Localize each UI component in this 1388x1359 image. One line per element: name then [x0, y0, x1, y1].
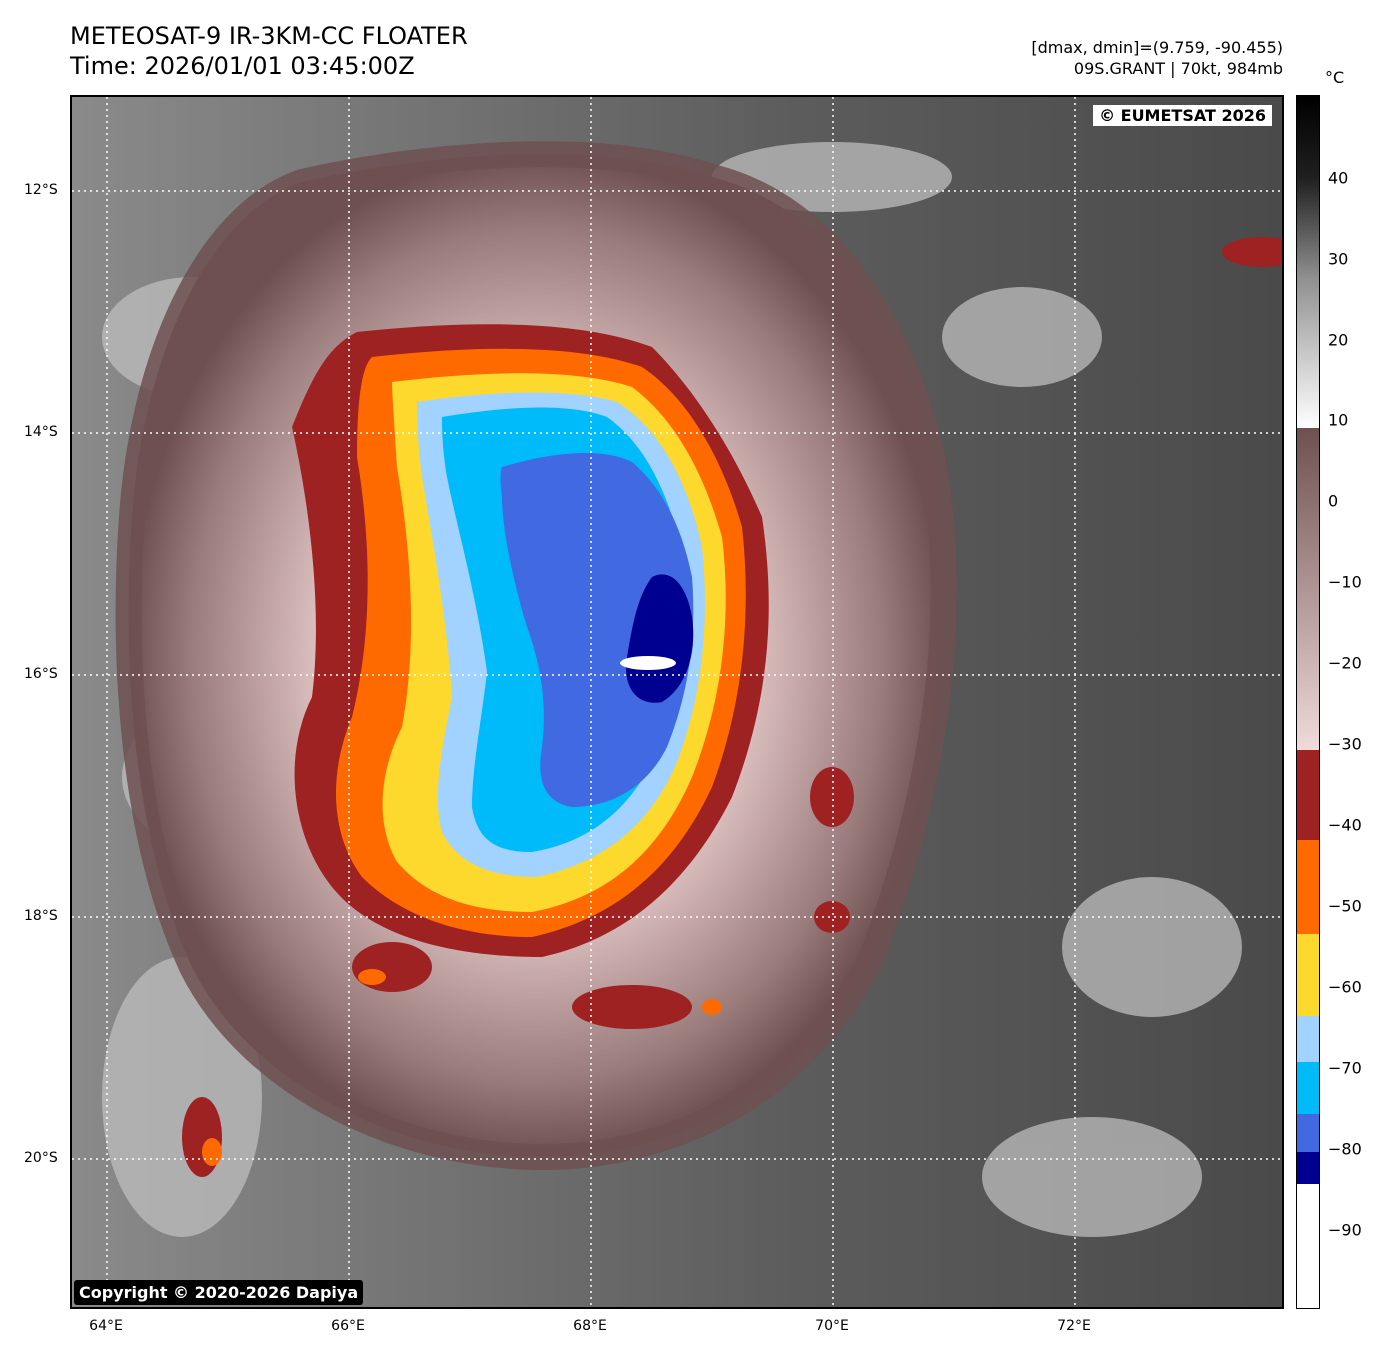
eumetsat-credit: © EUMETSAT 2026 — [1093, 105, 1272, 126]
data-range-label: [dmax, dmin]=(9.759, -90.455) — [1031, 38, 1283, 57]
lat-label: 20°S — [24, 1150, 58, 1166]
lon-label: 72°E — [1057, 1318, 1091, 1334]
colorbar-tick: −90 — [1328, 1220, 1362, 1240]
band-navy — [626, 574, 694, 703]
lat-label: 12°S — [24, 182, 58, 198]
colorbar-tick: 20 — [1328, 330, 1349, 350]
colorbar-tick: −70 — [1328, 1058, 1362, 1078]
storm-info-label: 09S.GRANT | 70kt, 984mb — [1073, 59, 1283, 78]
colorbar-tick: −50 — [1328, 896, 1362, 916]
lat-label: 18°S — [24, 908, 58, 924]
colorbar-tick: −60 — [1328, 977, 1362, 997]
colorbar-tick: 40 — [1328, 168, 1349, 188]
scattered-cells — [182, 237, 1282, 1177]
lon-label: 68°E — [573, 1318, 607, 1334]
colorbar-tick: −30 — [1328, 734, 1362, 754]
lon-label: 64°E — [89, 1318, 123, 1334]
image-title: METEOSAT-9 IR-3KM-CC FLOATER — [70, 22, 468, 50]
colorbar-tick: −40 — [1328, 815, 1362, 835]
satellite-map: © EUMETSAT 2026 Copyright © 2020-2026 Da… — [70, 95, 1284, 1309]
lat-label: 14°S — [24, 424, 58, 440]
lon-label: 70°E — [815, 1318, 849, 1334]
eye-white — [620, 656, 676, 670]
colorbar-tick: −20 — [1328, 653, 1362, 673]
band-royal-blue — [500, 452, 694, 807]
lat-label: 16°S — [24, 666, 58, 682]
image-time: Time: 2026/01/01 03:45:00Z — [70, 52, 415, 80]
lon-label: 66°E — [331, 1318, 365, 1334]
colorbar-tick: 10 — [1328, 410, 1349, 430]
brown-rim — [115, 141, 957, 1171]
dapiya-credit: Copyright © 2020-2026 Dapiya — [74, 1280, 364, 1305]
colorbar-gradient — [1297, 96, 1319, 1308]
colorbar-tick: −80 — [1328, 1139, 1362, 1159]
colorbar-unit: °C — [1325, 68, 1345, 87]
colorbar-tick: 0 — [1328, 491, 1339, 511]
colorbar-tick: 30 — [1328, 249, 1349, 269]
colorbar-tick: −10 — [1328, 572, 1362, 592]
satellite-imagery — [72, 97, 1282, 1307]
graticule — [72, 97, 1282, 1307]
colorbar — [1296, 95, 1320, 1309]
